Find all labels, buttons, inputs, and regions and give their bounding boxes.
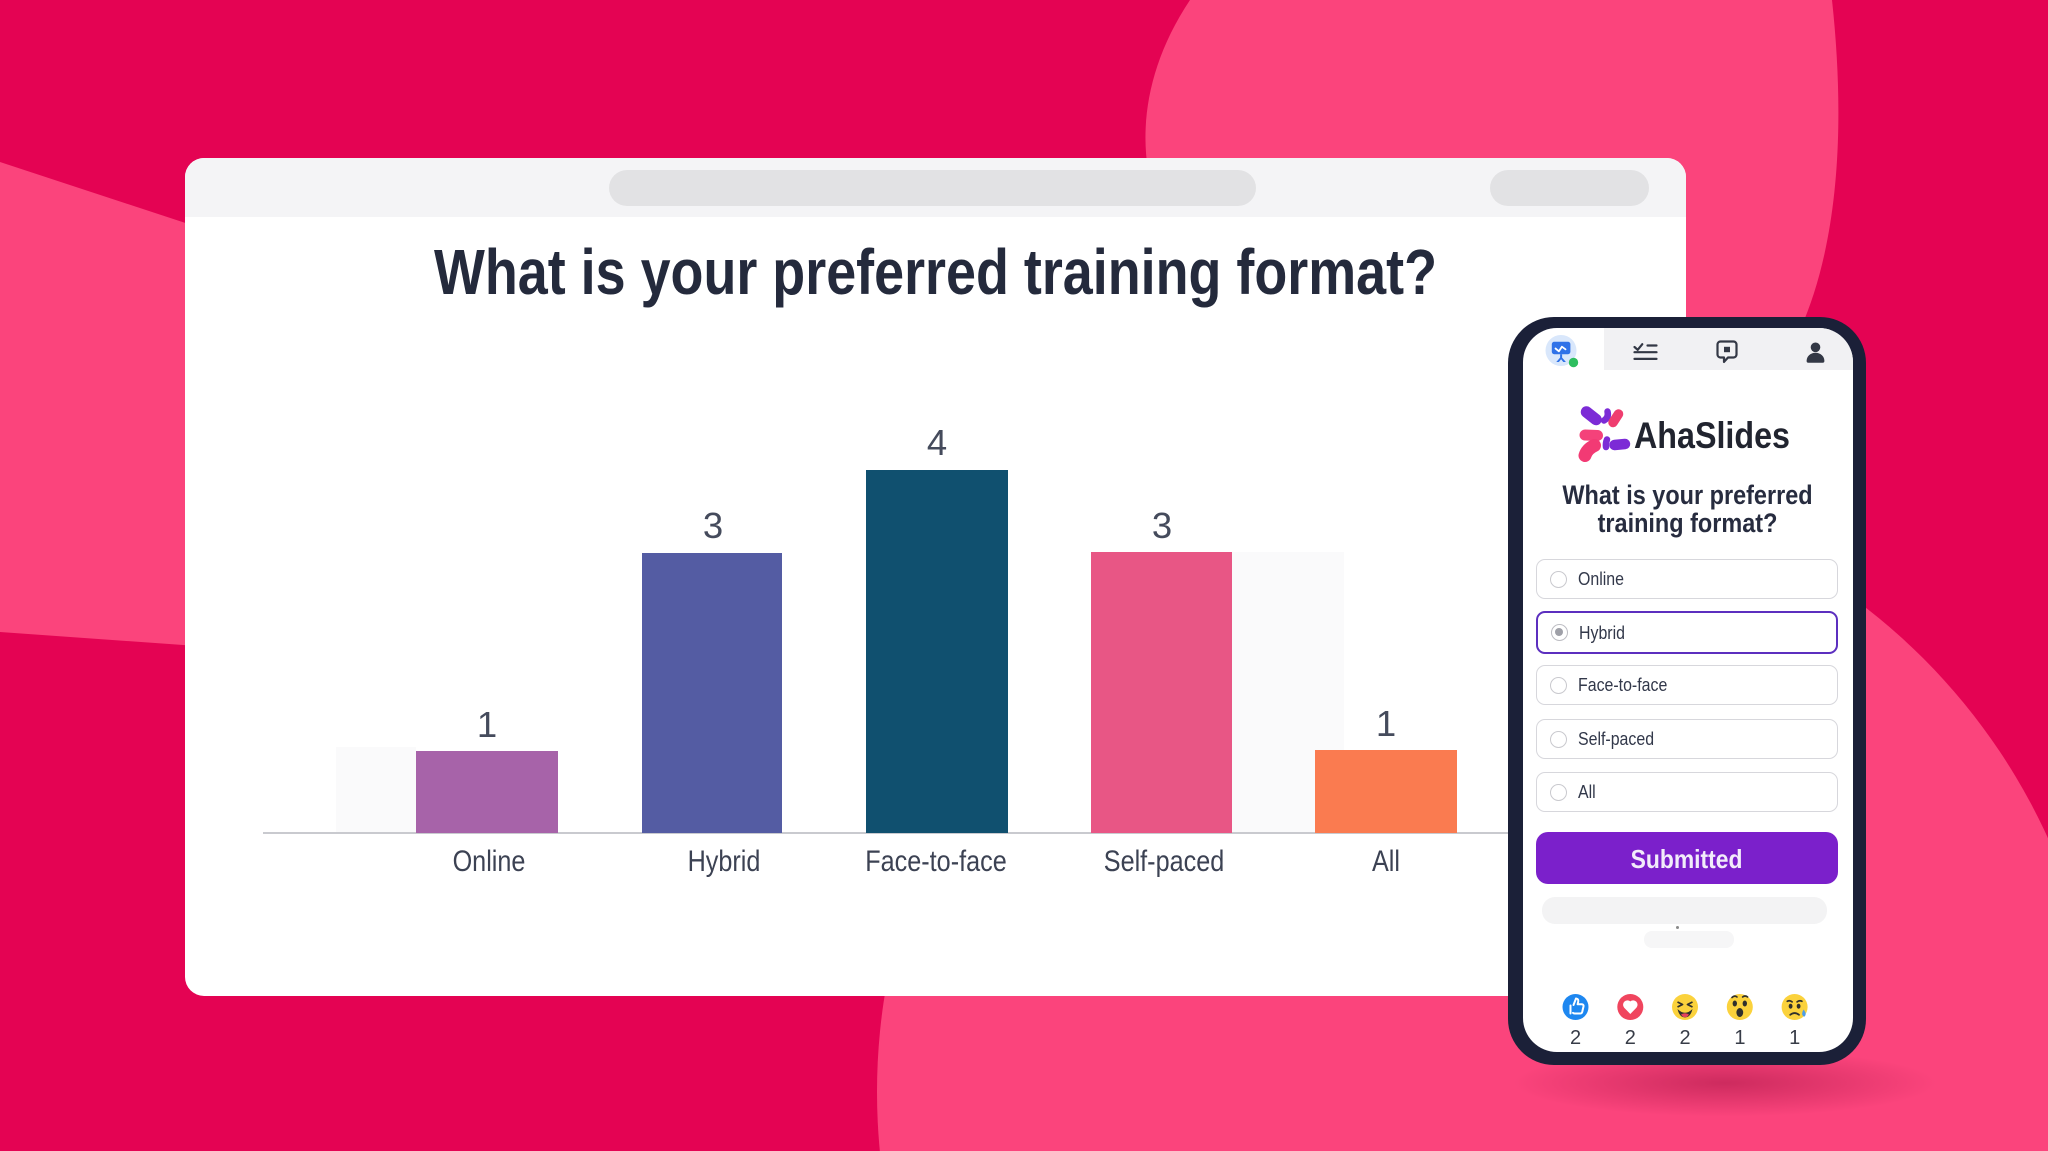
svg-text:AhaSlides: AhaSlides [1634,415,1790,456]
